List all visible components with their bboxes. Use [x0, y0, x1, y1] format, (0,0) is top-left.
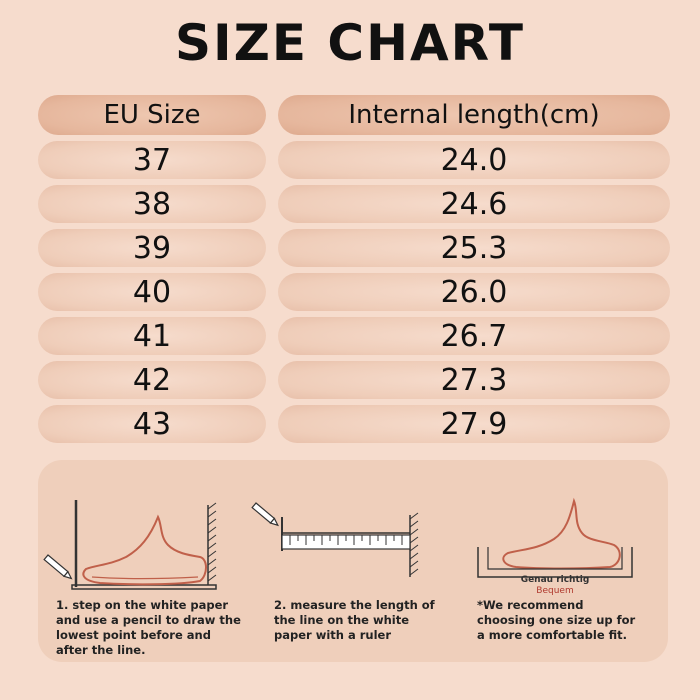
length-cell: 26.0 — [278, 273, 670, 311]
ruler-illustration — [251, 502, 419, 577]
eu-size-cell: 40 — [38, 273, 266, 311]
fit-label-comfortable: Bequem — [536, 586, 573, 596]
foot-outline-icon — [502, 497, 621, 570]
length-cell: 25.3 — [278, 229, 670, 267]
fit-label-exact: Genau richtig — [521, 575, 590, 585]
instructions-panel — [38, 460, 668, 662]
eu-size-cell: 37 — [38, 141, 266, 179]
foot-outline-icon — [82, 514, 207, 586]
length-cell: 27.9 — [278, 405, 670, 443]
length-cell: 24.0 — [278, 141, 670, 179]
eu-size-cell: 42 — [38, 361, 266, 399]
eu-size-cell: 43 — [38, 405, 266, 443]
instruction-step-1: 1. step on the white paper and use a pen… — [56, 598, 241, 657]
length-cell: 26.7 — [278, 317, 670, 355]
shoe-fit-illustration: Genau richtig Bequem — [477, 497, 633, 596]
header-internal-length: Internal length(cm) — [278, 95, 670, 135]
wall-icon — [207, 502, 217, 585]
eu-size-cell: 41 — [38, 317, 266, 355]
eu-size-cell: 38 — [38, 185, 266, 223]
pencil-icon — [251, 502, 279, 527]
shoe-outline-icon — [477, 547, 633, 578]
header-eu-size: EU Size — [38, 95, 266, 135]
page-title: SIZE CHART — [174, 14, 526, 72]
length-cell: 27.3 — [278, 361, 670, 399]
instruction-step-3: *We recommend choosing one size up for a… — [477, 598, 636, 642]
instruction-step-2: 2. measure the length of the line on the… — [274, 598, 435, 642]
length-cell: 24.6 — [278, 185, 670, 223]
pencil-icon — [43, 554, 73, 580]
eu-size-cell: 39 — [38, 229, 266, 267]
foot-tracing-illustration — [43, 500, 217, 590]
